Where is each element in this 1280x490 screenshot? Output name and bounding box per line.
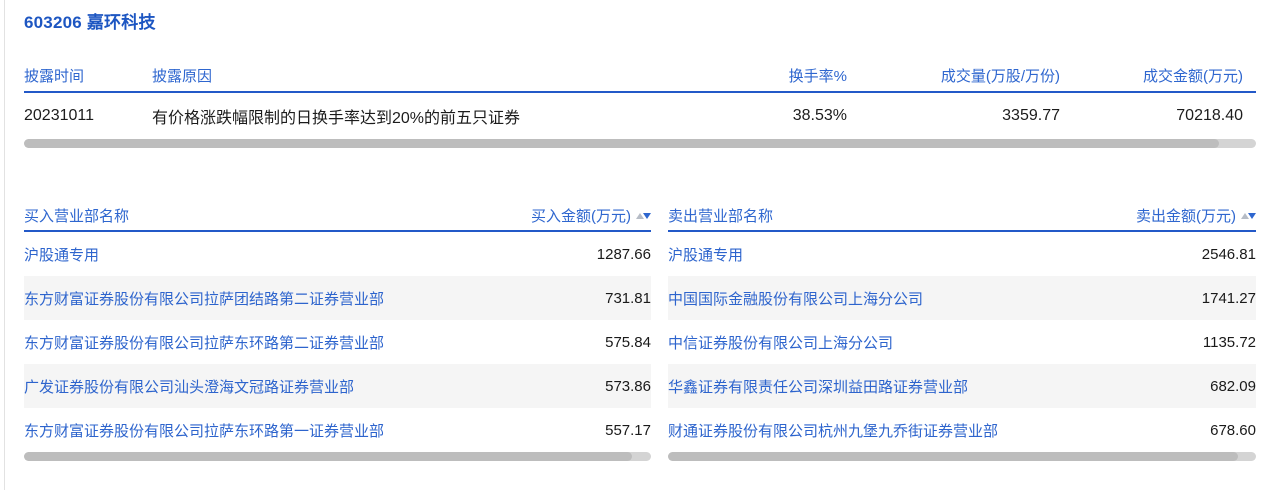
amount-cell: 682.09: [1210, 377, 1256, 395]
table-row: 沪股通专用 2546.81: [668, 232, 1256, 276]
table-row: 广发证券股份有限公司汕头澄海文冠路证券营业部 573.86: [24, 364, 651, 408]
amount-cell: 678.60: [1210, 421, 1256, 439]
branch-link[interactable]: 中信证券股份有限公司上海分公司: [668, 334, 894, 352]
amount-cell: 2546.81: [1201, 245, 1256, 263]
table-row: 财通证券股份有限公司杭州九堡九乔街证券营业部 678.60: [668, 408, 1256, 452]
col-header-turnover-rate: 换手率%: [788, 67, 847, 85]
col-header-buy-amount-sortable[interactable]: 买入金额(万元): [531, 205, 651, 226]
table-row: 东方财富证券股份有限公司拉萨东环路第一证券营业部 557.17: [24, 408, 651, 452]
summary-horizontal-scrollbar[interactable]: [24, 139, 1256, 148]
col-header-sell-amount-sortable[interactable]: 卖出金额(万元): [1136, 205, 1256, 226]
branch-link[interactable]: 财通证券股份有限公司杭州九堡九乔街证券营业部: [668, 422, 999, 440]
branch-link[interactable]: 东方财富证券股份有限公司拉萨东环路第一证券营业部: [24, 422, 385, 440]
col-header-volume: 成交量(万股/万份): [940, 67, 1060, 85]
sell-table: 卖出营业部名称 卖出金额(万元) 沪股通专用 2546.81 中国国际金融股份有…: [668, 201, 1256, 461]
disclosure-table: 披露时间 披露原因 换手率% 成交量(万股/万份) 成交金额(万元) 20231…: [24, 59, 1256, 148]
volume-cell: 3359.77: [1002, 107, 1060, 124]
amount-cell: 557.17: [605, 421, 651, 439]
page-title: 603206 嘉环科技: [24, 13, 156, 32]
sell-table-rows: 沪股通专用 2546.81 中国国际金融股份有限公司上海分公司 1741.27 …: [668, 232, 1256, 452]
amount-cell: 573.86: [605, 377, 651, 395]
table-row: 中国国际金融股份有限公司上海分公司 1741.27: [668, 276, 1256, 320]
disclosure-date-cell: 20231011: [24, 107, 94, 124]
col-header-buy-branch-name: 买入营业部名称: [24, 208, 130, 225]
amount-cell: 1287.66: [596, 245, 651, 263]
branch-link[interactable]: 沪股通专用: [668, 246, 744, 264]
col-header-disclosure-reason: 披露原因: [152, 67, 213, 85]
turnover-amount-cell: 70218.40: [1176, 107, 1243, 124]
sell-table-header: 卖出营业部名称 卖出金额(万元): [668, 201, 1256, 232]
sell-table-horizontal-scrollbar[interactable]: [668, 452, 1256, 461]
col-header-turnover-amount: 成交金额(万元): [1143, 67, 1243, 85]
table-row: 东方财富证券股份有限公司拉萨东环路第二证券营业部 575.84: [24, 320, 651, 364]
buy-table: 买入营业部名称 买入金额(万元) 沪股通专用 1287.66 东方财富证券股份有…: [24, 201, 651, 461]
table-row: 中信证券股份有限公司上海分公司 1135.72: [668, 320, 1256, 364]
turnover-rate-cell: 38.53%: [792, 107, 847, 124]
branch-link[interactable]: 华鑫证券有限责任公司深圳益田路证券营业部: [668, 378, 969, 396]
amount-cell: 575.84: [605, 333, 651, 351]
branch-link[interactable]: 沪股通专用: [24, 246, 100, 264]
scrollbar-thumb[interactable]: [668, 452, 1239, 461]
scrollbar-thumb[interactable]: [24, 452, 633, 461]
disclosure-row: 20231011 有价格涨跌幅限制的日换手率达到20%的前五只证券 38.53%…: [24, 93, 1256, 139]
buy-amount-header-label: 买入金额(万元): [531, 208, 631, 225]
amount-cell: 731.81: [605, 289, 651, 307]
broker-tables: 买入营业部名称 买入金额(万元) 沪股通专用 1287.66 东方财富证券股份有…: [24, 201, 1256, 461]
branch-link[interactable]: 东方财富证券股份有限公司拉萨团结路第二证券营业部: [24, 290, 385, 308]
disclosure-table-header: 披露时间 披露原因 换手率% 成交量(万股/万份) 成交金额(万元): [24, 59, 1256, 93]
branch-link[interactable]: 广发证券股份有限公司汕头澄海文冠路证券营业部: [24, 378, 355, 396]
branch-link[interactable]: 中国国际金融股份有限公司上海分公司: [668, 290, 924, 308]
lhb-detail-page: 603206 嘉环科技 披露时间 披露原因 换手率% 成交量(万股/万份) 成交…: [24, 13, 1256, 461]
disclosure-reason-cell: 有价格涨跌幅限制的日换手率达到20%的前五只证券: [152, 110, 521, 127]
scrollbar-thumb[interactable]: [24, 139, 1220, 148]
table-row: 东方财富证券股份有限公司拉萨团结路第二证券营业部 731.81: [24, 276, 651, 320]
col-header-disclosure-date: 披露时间: [24, 67, 85, 85]
sort-asc-desc-icon: [1241, 212, 1256, 219]
window-edge-line: [4, 0, 5, 490]
amount-cell: 1135.72: [1202, 333, 1256, 351]
buy-table-horizontal-scrollbar[interactable]: [24, 452, 651, 461]
buy-table-rows: 沪股通专用 1287.66 东方财富证券股份有限公司拉萨团结路第二证券营业部 7…: [24, 232, 651, 452]
table-row: 沪股通专用 1287.66: [24, 232, 651, 276]
sort-asc-desc-icon: [636, 212, 651, 219]
branch-link[interactable]: 东方财富证券股份有限公司拉萨东环路第二证券营业部: [24, 334, 385, 352]
amount-cell: 1741.27: [1201, 289, 1256, 307]
buy-table-header: 买入营业部名称 买入金额(万元): [24, 201, 651, 232]
col-header-sell-branch-name: 卖出营业部名称: [668, 208, 774, 225]
table-row: 华鑫证券有限责任公司深圳益田路证券营业部 682.09: [668, 364, 1256, 408]
sell-amount-header-label: 卖出金额(万元): [1136, 208, 1236, 225]
